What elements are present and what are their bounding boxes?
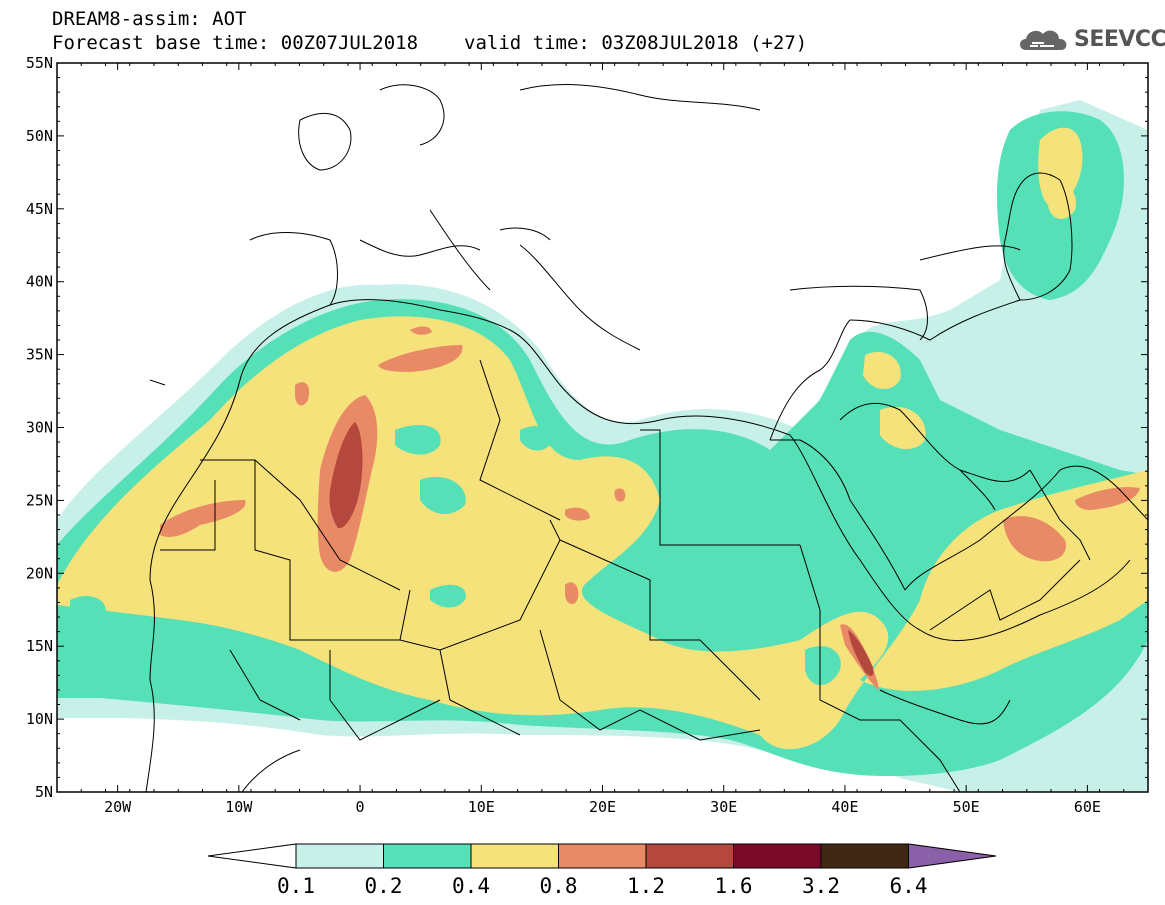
colorbar-label: 1.6	[715, 874, 753, 898]
colorbar-arrow-low	[207, 843, 297, 869]
colorbar-label: 3.2	[802, 874, 840, 898]
lat-label: 30N	[26, 419, 53, 437]
lon-label: 10W	[225, 798, 253, 816]
aot-band-0-4	[57, 127, 1148, 750]
lat-label: 55N	[26, 54, 53, 72]
cloud-icon	[1020, 30, 1067, 50]
lat-label: 35N	[26, 346, 53, 364]
colorbar-box	[383, 843, 472, 869]
lat-label: 20N	[26, 564, 53, 582]
colorbar-label: 0.4	[452, 874, 490, 898]
colorbar-label: 0.1	[277, 874, 315, 898]
lon-label: 50E	[953, 798, 980, 816]
forecast-base-time: Forecast base time: 00Z07JUL2018	[52, 32, 419, 54]
map-title: DREAM8-assim: AOT	[52, 8, 247, 30]
lon-label: 60E	[1074, 798, 1101, 816]
colorbar-label: 1.2	[627, 874, 665, 898]
colorbar-label: 6.4	[890, 874, 928, 898]
colorbar-label: 0.8	[540, 874, 578, 898]
colorbar: 0.1 0.2 0.4 0.8 1.2 1.6 3.2 6.4	[207, 843, 997, 898]
colorbar-box	[295, 843, 384, 869]
lat-label: 10N	[26, 710, 53, 728]
lon-label: 20W	[104, 798, 132, 816]
lon-label: 40E	[831, 798, 858, 816]
seevccc-logo: SEEVCCC	[1016, 22, 1165, 62]
aot-band-1-2	[329, 422, 874, 676]
colorbar-box	[733, 843, 822, 869]
colorbar-box	[470, 843, 559, 869]
lon-label: 30E	[710, 798, 737, 816]
valid-time: valid time: 03Z08JUL2018 (+27)	[464, 32, 808, 54]
lat-label: 40N	[26, 273, 53, 291]
lat-label: 15N	[26, 637, 53, 655]
colorbar-box	[645, 843, 734, 869]
logo-text: SEEVCCC	[1074, 27, 1165, 52]
aot-contour-fields	[57, 63, 1148, 792]
lat-label: 50N	[26, 127, 53, 145]
lat-label: 45N	[26, 200, 53, 218]
colorbar-box	[820, 843, 909, 869]
colorbar-label: 0.2	[365, 874, 403, 898]
lat-label: 5N	[35, 783, 53, 801]
lon-label: 10E	[468, 798, 495, 816]
lon-label: 20E	[589, 798, 616, 816]
map-axes: 5N 10N 15N 20N 25N 30N 35N 40N 45N 50N 55N 20W 10W 0 1…	[26, 54, 1149, 816]
time-info: Forecast base time: 00Z07JUL2018 valid ti…	[52, 32, 807, 54]
coastlines-borders	[145, 84, 1148, 792]
colorbar-arrow-high	[908, 843, 997, 869]
colorbar-box	[558, 843, 647, 869]
aot-band-0-2-patches	[70, 425, 841, 685]
lat-label: 25N	[26, 491, 53, 509]
lon-label: 0	[356, 798, 365, 816]
